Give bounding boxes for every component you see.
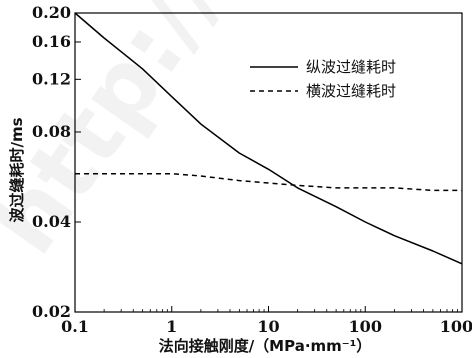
legend-label: 纵波过缝耗时 [306, 58, 396, 76]
y-tick-label: 0.08 [32, 122, 71, 141]
y-tick-label: 0.16 [32, 32, 71, 51]
x-axis-title: 法向接触刚度/（MPa·mm⁻¹） [159, 337, 372, 355]
series-line-longitudinal [74, 12, 463, 265]
series-line-transverse [75, 172, 462, 192]
y-axis-title: 波过缝耗时/ms [8, 117, 26, 222]
y-tick-label: 0.12 [32, 69, 71, 88]
x-tick-label: 100 [349, 317, 382, 336]
x-tick-label: 10 [257, 317, 279, 336]
x-tick-label: 0.1 [61, 317, 89, 336]
y-tick-label: 0.02 [32, 302, 71, 321]
y-tick-label: 0.04 [32, 212, 71, 231]
y-tick-label: 0.20 [32, 3, 71, 22]
legend-label: 横波过缝耗时 [306, 82, 396, 100]
series-layer [74, 12, 463, 265]
x-tick-label: 1 [166, 317, 177, 336]
y-axis-ticks: 0.02 0.04 0.08 0.12 0.16 0.20 [32, 3, 81, 321]
